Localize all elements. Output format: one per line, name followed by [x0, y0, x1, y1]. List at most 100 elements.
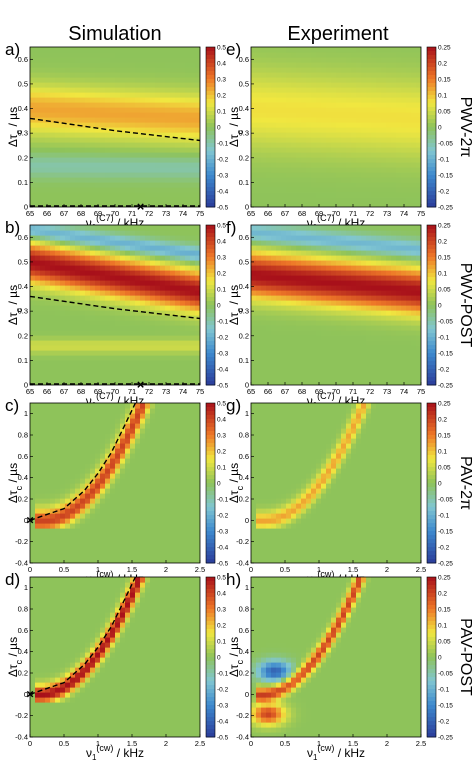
heatmap-cell	[75, 82, 81, 88]
heatmap-cell	[165, 528, 171, 534]
heatmap-cell	[140, 553, 146, 559]
heatmap-cell	[125, 325, 131, 331]
heatmap-cell	[180, 57, 186, 63]
heatmap-cell	[65, 370, 71, 376]
heatmap-cell	[180, 413, 186, 419]
heatmap-cell	[195, 508, 200, 514]
heatmap-cell	[90, 463, 96, 469]
heatmap-cell	[276, 72, 282, 78]
colorbar-segment	[206, 685, 215, 690]
heatmap-cell	[85, 637, 91, 643]
heatmap-cell	[105, 637, 111, 643]
heatmap-cell	[45, 202, 51, 207]
heatmap-cell	[185, 493, 191, 499]
heatmap-cell	[291, 192, 297, 198]
heatmap-cell	[135, 57, 141, 63]
heatmap-cell	[165, 722, 171, 728]
heatmap-cell	[80, 117, 86, 123]
heatmap-cell	[195, 157, 200, 163]
heatmap-cell	[120, 360, 126, 366]
tick-label: 1.5	[127, 565, 137, 574]
colorbar-segment	[206, 237, 215, 242]
heatmap-cell	[175, 102, 181, 108]
heatmap-cell	[65, 672, 71, 678]
heatmap-cell	[185, 235, 191, 241]
heatmap-cell	[70, 330, 76, 336]
heatmap-cell	[125, 533, 131, 539]
heatmap-cell	[85, 453, 91, 459]
heatmap-cell	[125, 300, 131, 306]
heatmap-cell	[70, 157, 76, 163]
heatmap-cell	[190, 365, 196, 371]
heatmap-cell	[75, 285, 81, 291]
heatmap-cell	[170, 77, 176, 83]
heatmap-cell	[135, 558, 141, 563]
heatmap-cell	[185, 275, 191, 281]
heatmap-cell	[100, 448, 106, 454]
heatmap-cell	[85, 245, 91, 251]
heatmap-cell	[70, 87, 76, 93]
heatmap-cell	[50, 582, 56, 588]
heatmap-cell	[115, 657, 121, 663]
heatmap-cell	[185, 365, 191, 371]
heatmap-cell	[120, 403, 126, 409]
heatmap-cell	[90, 687, 96, 693]
heatmap-cell	[30, 448, 36, 454]
heatmap-cell	[30, 712, 36, 718]
colorbar-segment	[206, 503, 215, 508]
heatmap-cell	[80, 325, 86, 331]
heatmap-cell	[120, 380, 126, 385]
heatmap-cell	[160, 300, 166, 306]
heatmap-cell	[40, 637, 46, 643]
colorbar-segment	[206, 701, 215, 706]
heatmap-cell	[180, 112, 186, 118]
heatmap-cell	[130, 473, 136, 479]
heatmap-cell	[75, 152, 81, 158]
heatmap-cell	[90, 132, 96, 138]
heatmap-cell	[85, 403, 91, 409]
heatmap-cell	[160, 250, 166, 256]
heatmap-cell	[170, 438, 176, 444]
heatmap-cell	[140, 473, 146, 479]
heatmap-cell	[281, 187, 287, 193]
heatmap-cell	[100, 310, 106, 316]
heatmap-cell	[266, 142, 272, 148]
heatmap-cell	[115, 77, 121, 83]
heatmap-cell	[40, 523, 46, 529]
heatmap-cell	[175, 62, 181, 68]
heatmap-cell	[125, 172, 131, 178]
heatmap-cell	[160, 423, 166, 429]
heatmap-cell	[155, 433, 161, 439]
heatmap-cell	[70, 692, 76, 698]
heatmap-cell	[180, 722, 186, 728]
heatmap-cell	[195, 197, 200, 203]
heatmap-cell	[125, 370, 131, 376]
heatmap-cell	[130, 47, 136, 53]
heatmap-cell	[55, 523, 61, 529]
heatmap-cell	[85, 692, 91, 698]
heatmap-cell	[60, 345, 66, 351]
heatmap-cell	[291, 167, 297, 173]
heatmap-cell	[60, 295, 66, 301]
heatmap-cell	[190, 543, 196, 549]
heatmap-cell	[115, 478, 121, 484]
heatmap-cell	[155, 607, 161, 613]
heatmap-cell	[165, 612, 171, 618]
heatmap-cell	[185, 548, 191, 554]
heatmap-cell	[90, 602, 96, 608]
heatmap-cell	[90, 582, 96, 588]
heatmap-cell	[120, 72, 126, 78]
colorbar-segment	[206, 277, 215, 282]
heatmap-cell	[175, 117, 181, 123]
heatmap-cell	[276, 102, 282, 108]
heatmap-cell	[185, 657, 191, 663]
heatmap-cell	[110, 652, 116, 658]
heatmap-cell	[125, 732, 131, 737]
heatmap-cell	[180, 260, 186, 266]
heatmap-cell	[170, 732, 176, 737]
heatmap-cell	[125, 473, 131, 479]
heatmap-cell	[45, 458, 51, 464]
heatmap-cell	[190, 662, 196, 668]
heatmap-cell	[165, 458, 171, 464]
heatmap-cell	[60, 380, 66, 385]
